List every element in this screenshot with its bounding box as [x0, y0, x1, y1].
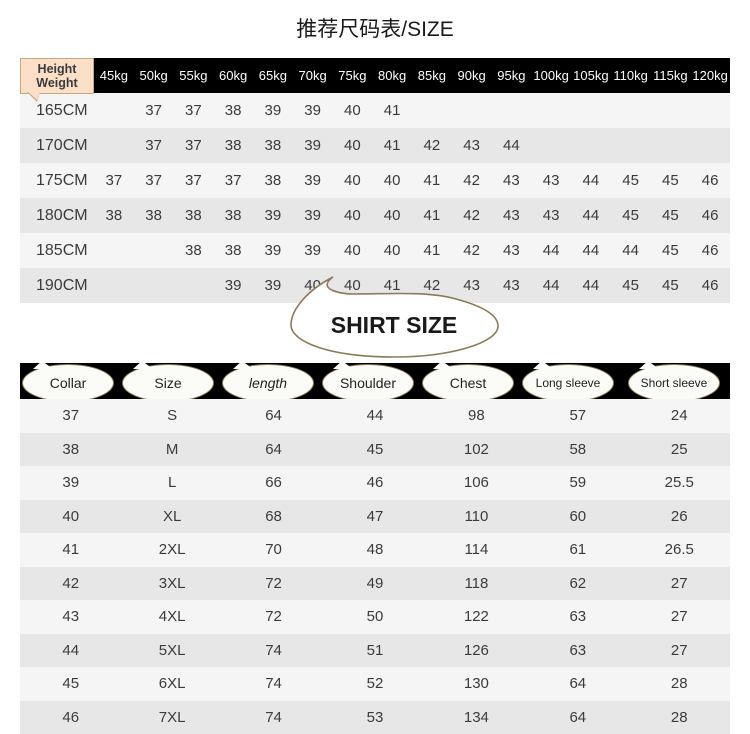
svg-text:SHIRT SIZE: SHIRT SIZE	[331, 312, 458, 338]
